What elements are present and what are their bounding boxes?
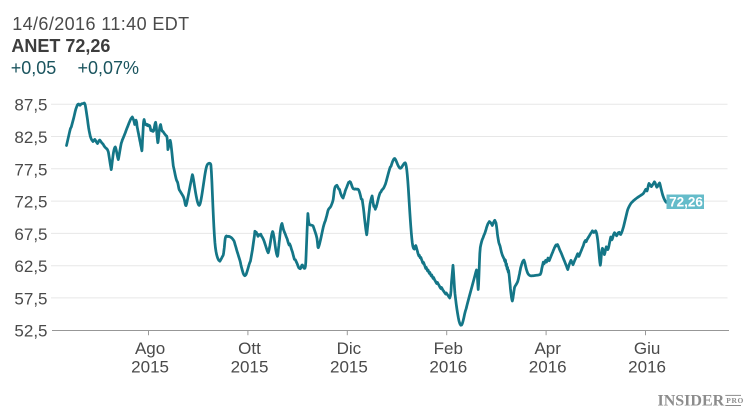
svg-text:Dic: Dic — [337, 339, 362, 358]
svg-text:67,5: 67,5 — [14, 225, 47, 244]
svg-text:Ott: Ott — [238, 339, 261, 358]
svg-text:Ago: Ago — [135, 339, 165, 358]
svg-text:62,5: 62,5 — [14, 257, 47, 276]
svg-text:2015: 2015 — [330, 358, 368, 377]
svg-text:72,5: 72,5 — [14, 193, 47, 212]
svg-text:57,5: 57,5 — [14, 289, 47, 308]
svg-text:Feb: Feb — [434, 339, 463, 358]
svg-text:2015: 2015 — [231, 358, 269, 377]
svg-text:2016: 2016 — [628, 358, 666, 377]
svg-text:Apr: Apr — [534, 339, 561, 358]
svg-text:2015: 2015 — [131, 358, 169, 377]
svg-text:PRO: PRO — [726, 396, 744, 405]
svg-text:87,5: 87,5 — [14, 96, 47, 115]
svg-text:82,5: 82,5 — [14, 128, 47, 147]
svg-text:52,5: 52,5 — [14, 322, 47, 341]
svg-text:2016: 2016 — [429, 358, 467, 377]
svg-text:INSIDER: INSIDER — [658, 393, 725, 410]
svg-text:2016: 2016 — [529, 358, 567, 377]
svg-text:Giu: Giu — [634, 339, 660, 358]
svg-text:72,26: 72,26 — [669, 194, 703, 209]
svg-text:77,5: 77,5 — [14, 160, 47, 179]
